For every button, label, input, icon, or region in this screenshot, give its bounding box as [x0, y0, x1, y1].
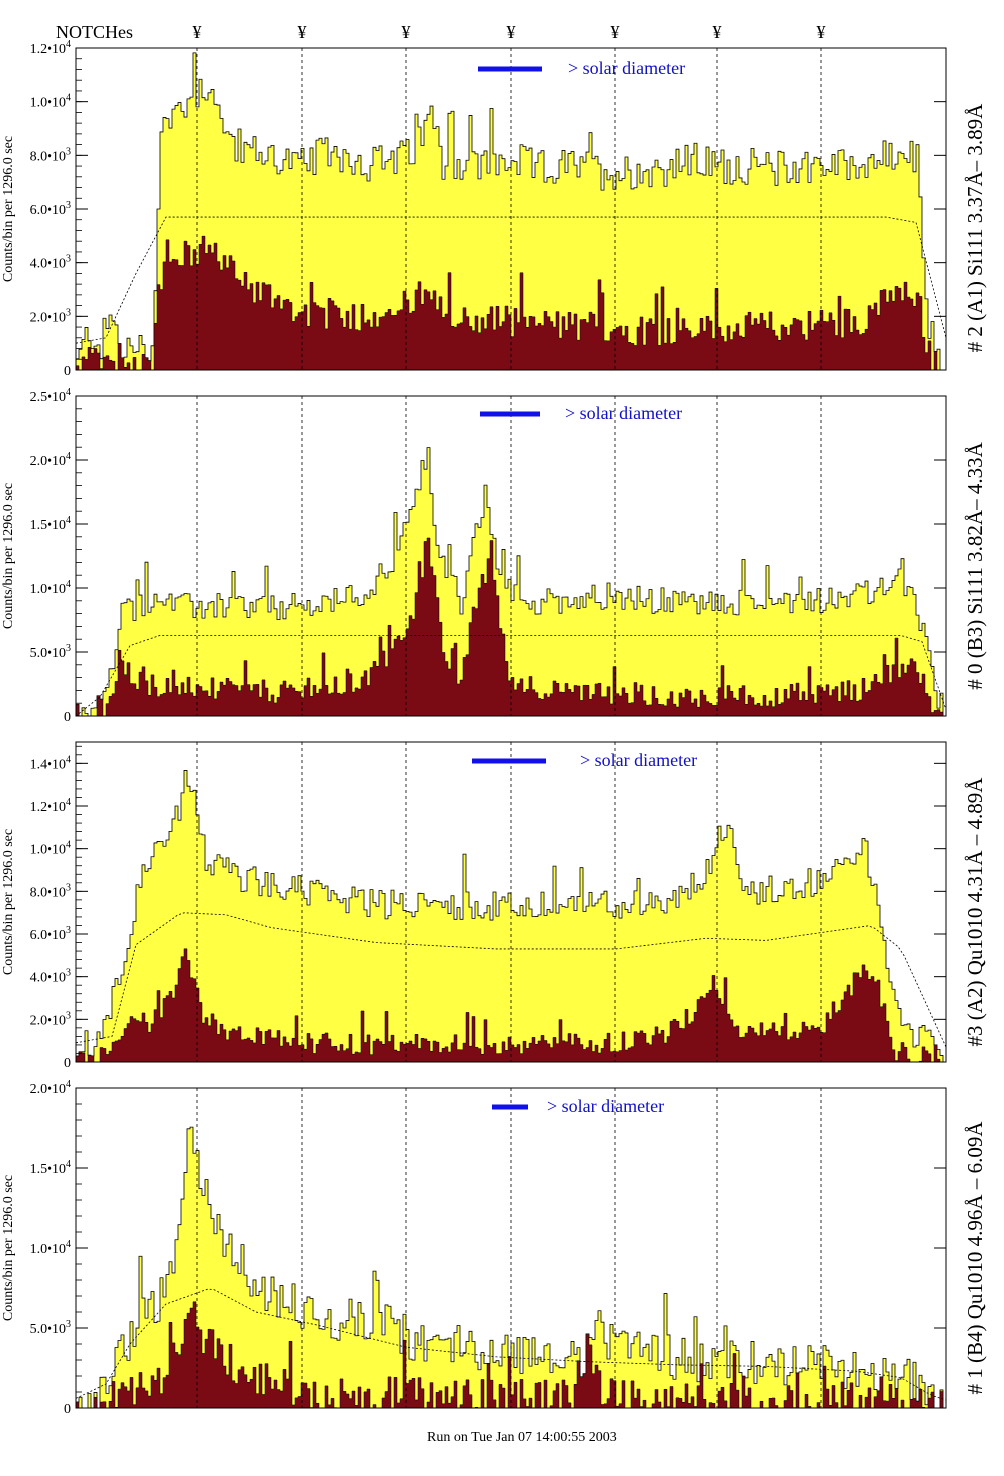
notch-symbol: ¥: [193, 22, 202, 42]
y-tick-label: 2.0•104: [30, 1079, 71, 1097]
detector-label: # 2 (A1) Si111 3.37Å– 3.89Å: [963, 103, 987, 353]
solar-diameter-label: > solar diameter: [565, 403, 682, 423]
y-tick-label: 1.0•104: [30, 840, 71, 858]
y-tick-label: 6.0•103: [30, 925, 71, 943]
notch-symbol: ¥: [507, 22, 516, 42]
chart-panel-3: 0 5.0•103 1.0•104 1.5•104 2.0•104 Counts/bin …: [1, 1079, 987, 1417]
y-tick-label: 1.4•104: [30, 754, 71, 772]
chart-panel-1: 0 5.0•103 1.0•104 1.5•104 2.0•104 2.5•104 Coun…: [1, 387, 987, 725]
chart-panel-0: 0 2.0•103 4.0•103 6.0•103 8.0•103 1.0•104 1.2•…: [1, 39, 987, 379]
detector-label: # 1 (B4) Qu1010 4.96Å – 6.09Å: [963, 1121, 987, 1395]
total-counts-histogram: [75, 1126, 946, 1409]
y-tick-label: 1.2•104: [30, 39, 71, 57]
y-tick-label: 1.0•104: [30, 1239, 71, 1257]
y-tick-label: 4.0•103: [30, 968, 71, 986]
y-axis-label: Counts/bin per 1296.0 sec: [1, 136, 16, 282]
y-tick-label: 0: [64, 364, 71, 379]
y-axis-label: Counts/bin per 1296.0 sec: [1, 1175, 16, 1321]
y-tick-label: 0: [64, 1056, 71, 1071]
plot-frame: [75, 741, 947, 1063]
model-curve: [75, 634, 947, 717]
notch-symbol: ¥: [611, 22, 620, 42]
y-tick-label: 6.0•103: [30, 200, 71, 218]
y-tick-label: 5.0•103: [30, 1319, 71, 1337]
y-tick-label: 0: [64, 1402, 71, 1417]
y-tick-label: 5.0•103: [30, 643, 71, 661]
notch-symbol: ¥: [298, 22, 307, 42]
notch-symbol: ¥: [402, 22, 411, 42]
notch-symbols: ¥ ¥ ¥ ¥ ¥ ¥ ¥: [193, 22, 826, 42]
y-tick-label: 2.0•104: [30, 451, 71, 469]
solar-diameter-label: > solar diameter: [568, 58, 685, 78]
component-counts-histogram: [75, 948, 946, 1063]
y-axis-label: Counts/bin per 1296.0 sec: [1, 829, 16, 975]
run-timestamp: Run on Tue Jan 07 14:00:55 2003: [427, 1430, 617, 1445]
notches-header: NOTCHes ¥ ¥ ¥ ¥ ¥ ¥ ¥: [56, 22, 826, 42]
solar-diameter-label: > solar diameter: [547, 1096, 664, 1116]
y-tick-label: 1.5•104: [30, 1159, 71, 1177]
y-tick-label: 0: [64, 710, 71, 725]
y-tick-label: 2.0•103: [30, 307, 71, 325]
y-tick-label: 1.5•104: [30, 515, 71, 533]
y-axis-label: Counts/bin per 1296.0 sec: [1, 483, 16, 629]
model-curve: [75, 216, 947, 344]
y-tick-label: 8.0•103: [30, 882, 71, 900]
detector-label: # 0 (B3) Si111 3.82Å– 4.33Å: [963, 441, 987, 689]
notches-label: NOTCHes: [56, 22, 133, 42]
chart-panel-2: 0 2.0•103 4.0•103 6.0•103 8.0•103 1.0•104 1.2•…: [1, 741, 987, 1071]
detector-label: #3 (A2) Qu1010 4.31Å – 4.89Å: [963, 777, 987, 1047]
notch-symbol: ¥: [817, 22, 826, 42]
notch-symbol: ¥: [713, 22, 722, 42]
y-tick-label: 4.0•103: [30, 254, 71, 272]
y-tick-label: 2.0•103: [30, 1010, 71, 1028]
detector-panels: 0 2.0•103 4.0•103 6.0•103 8.0•103 1.0•104 1.2•…: [1, 39, 987, 1417]
plot-frame: [75, 395, 947, 717]
y-tick-label: 1.0•104: [30, 93, 71, 111]
y-tick-label: 1.0•104: [30, 579, 71, 597]
model-curve: [75, 1288, 947, 1401]
y-tick-label: 1.2•104: [30, 797, 71, 815]
y-tick-label: 2.5•104: [30, 387, 71, 405]
y-tick-label: 8.0•103: [30, 146, 71, 164]
solar-diameter-label: > solar diameter: [580, 750, 697, 770]
